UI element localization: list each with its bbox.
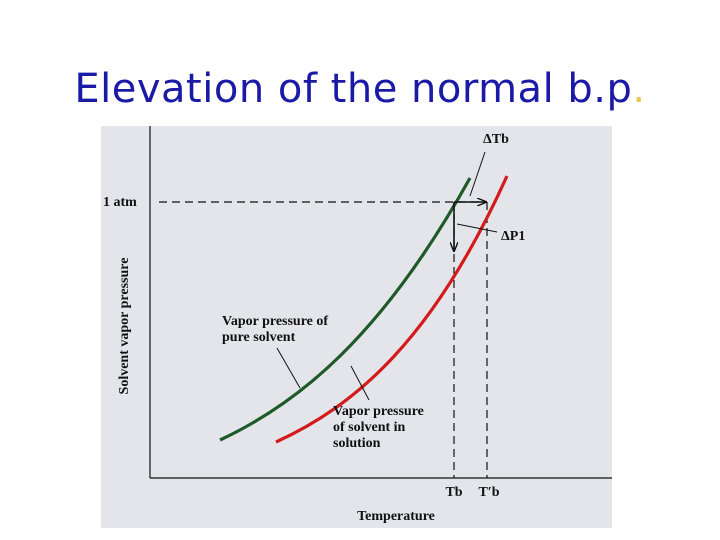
tb-prime-label: T′b [478,485,499,500]
slide-title-period: . [632,66,646,112]
figure-background [101,126,612,528]
vapor-pressure-diagram: Solvent vapor pressure Temperature 1 atm… [101,126,612,528]
solution-callout-line-1: Vapor pressure [333,404,424,419]
pure-solvent-leader [276,347,301,389]
x-axis-label: Temperature [357,509,435,524]
delta-tb-label: ΔTb [483,132,509,147]
delta-p1-leader [456,223,498,233]
delta-p1-label: ΔP1 [501,229,525,244]
slide-title: Elevation of the normal b.p. [0,66,720,112]
solution-callout-line-2: of solvent in [333,420,406,435]
solution-curve [275,175,509,444]
one-atm-label: 1 atm [103,195,137,210]
diagram-svg: Solvent vapor pressure Temperature 1 atm… [101,126,612,528]
solution-leader [350,365,370,401]
tb-label: Tb [445,485,462,500]
delta-tb-leader [469,151,486,197]
solution-callout: Vapor pressure of solvent in solution [333,404,427,451]
slide-title-text: Elevation of the normal b.p [74,66,633,112]
pure-solvent-callout: Vapor pressure of pure solvent [222,314,332,345]
y-axis-label: Solvent vapor pressure [117,258,132,395]
solution-callout-line-3: solution [333,436,381,451]
pure-solvent-callout-line-2: pure solvent [222,330,296,345]
pure-solvent-callout-line-1: Vapor pressure of [222,314,328,329]
pure-solvent-curve [219,177,472,442]
